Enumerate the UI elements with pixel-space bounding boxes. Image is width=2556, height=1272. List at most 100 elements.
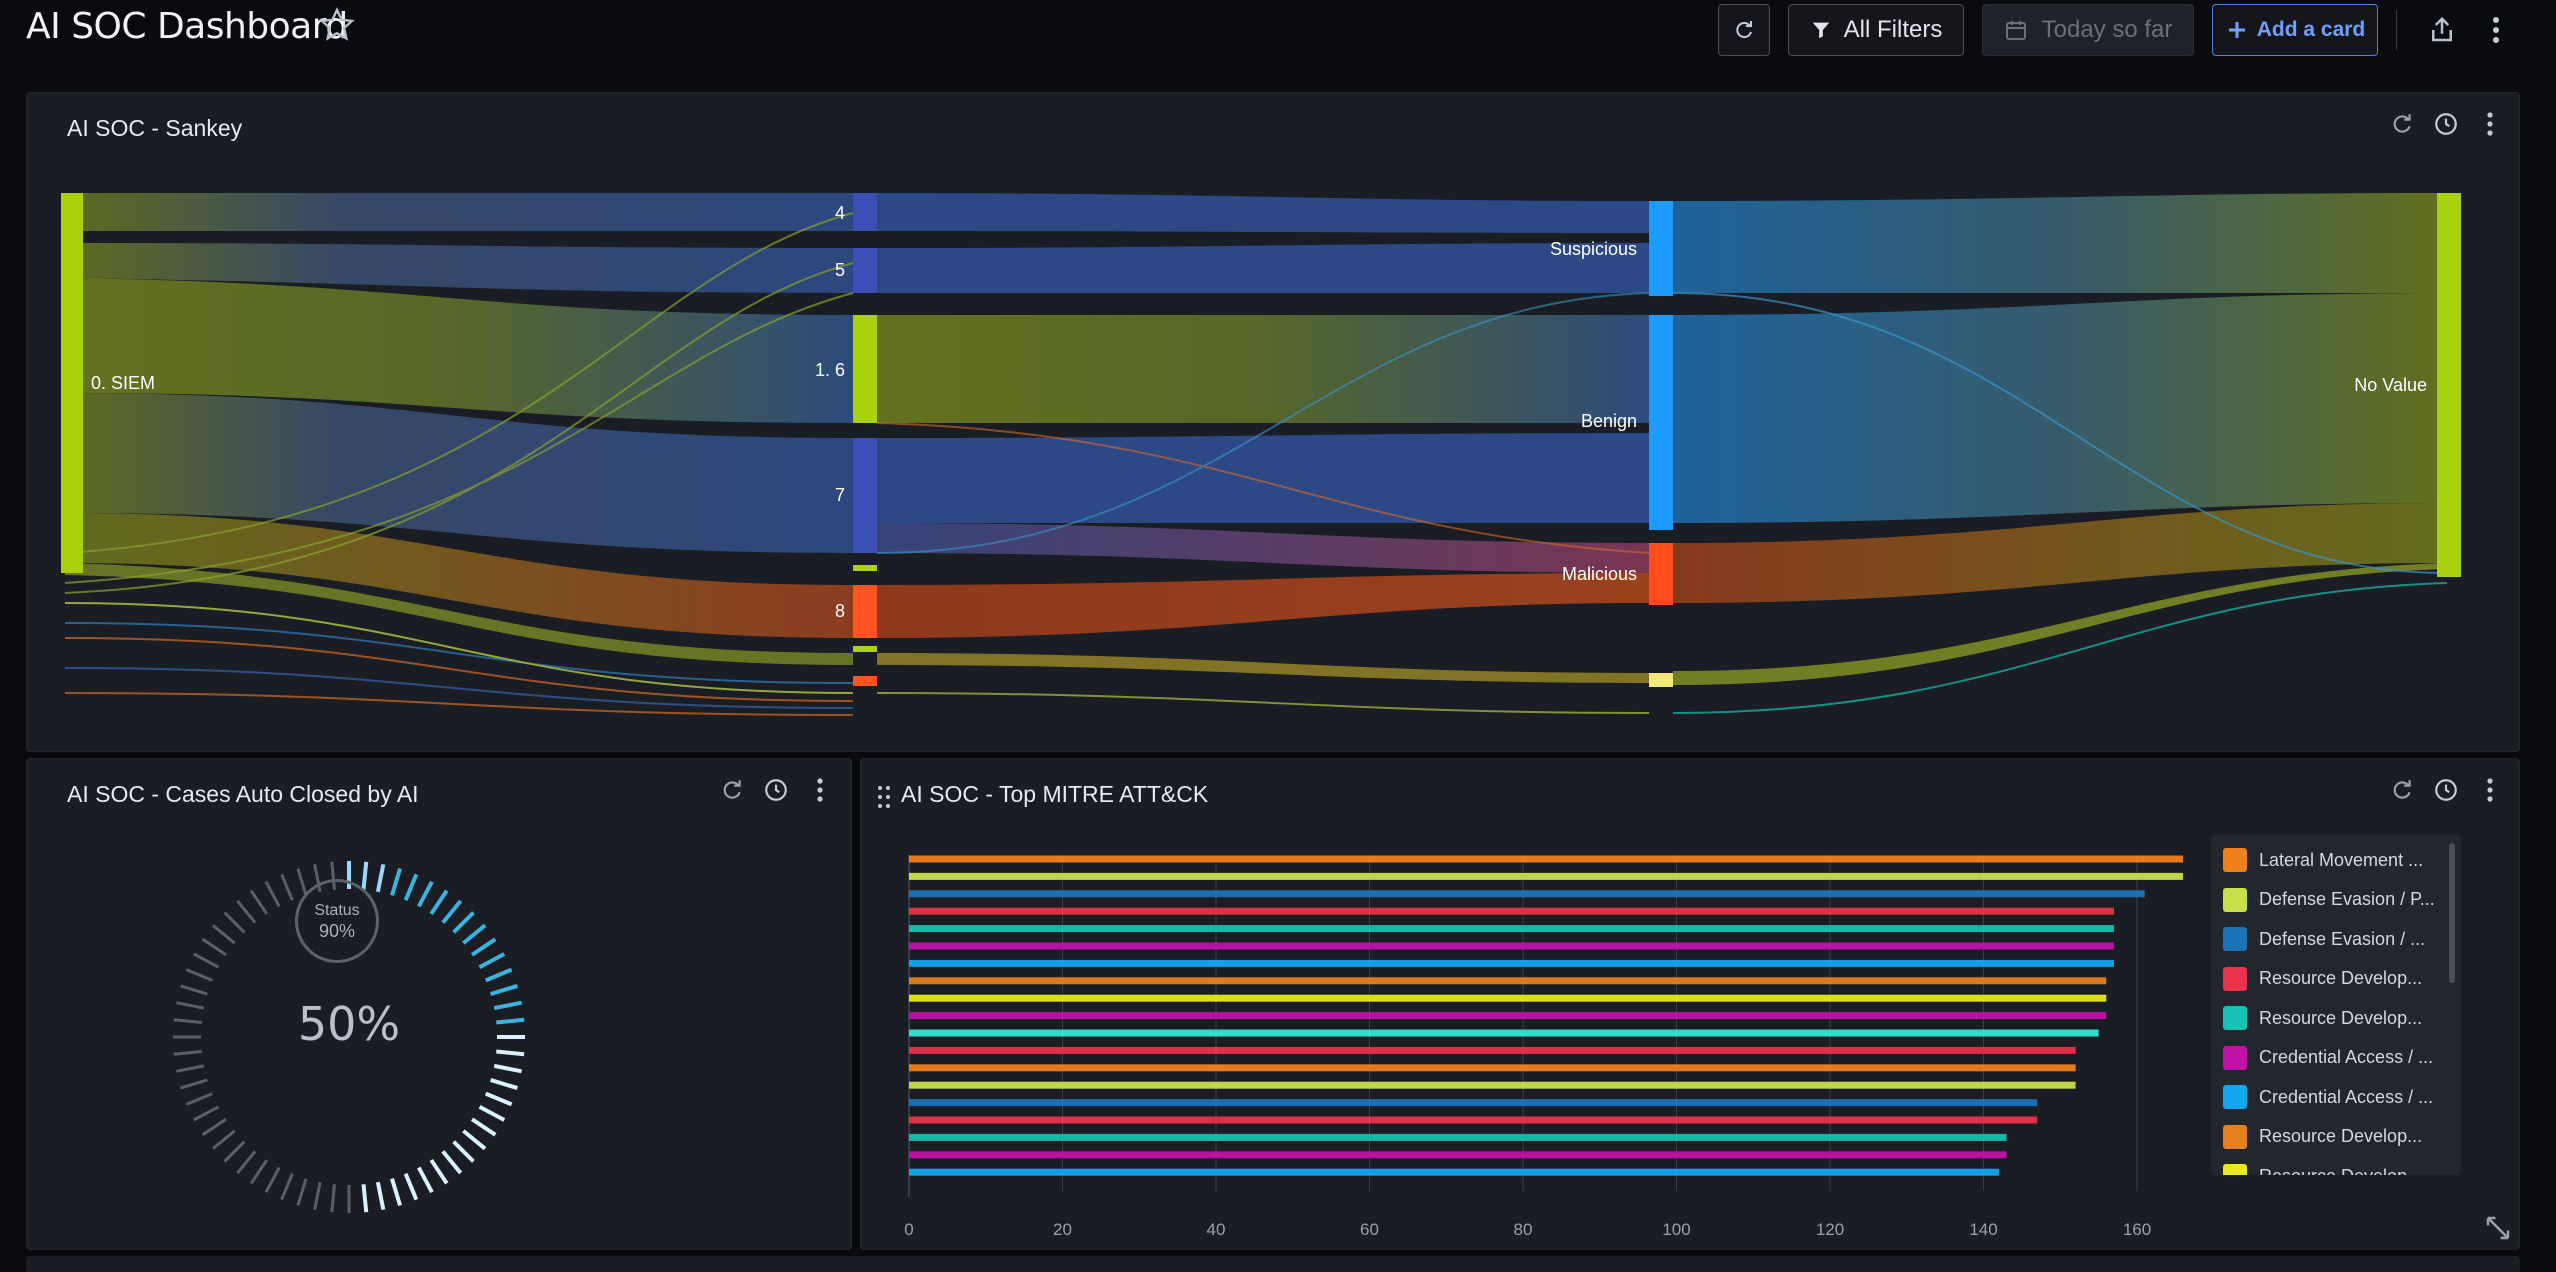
all-filters-button[interactable]: All Filters [1788, 4, 1964, 56]
gauge-tick [484, 1091, 513, 1107]
sankey-thin-links-3 [1672, 292, 2448, 714]
card-history-button[interactable] [2431, 775, 2461, 805]
kebab-menu-icon [2487, 778, 2493, 802]
mitre-bar[interactable] [909, 1046, 2076, 1054]
gauge-tick [176, 1064, 205, 1073]
gauge-tick [403, 873, 419, 902]
gauge-tick [490, 1078, 519, 1091]
sankey-node-16[interactable] [853, 315, 877, 423]
mitre-bar[interactable] [909, 1012, 2107, 1020]
kebab-menu-icon [2493, 17, 2499, 43]
gauge-tick [313, 1181, 322, 1210]
gauge-tick [470, 937, 497, 957]
refresh-button[interactable] [1718, 4, 1770, 56]
gauge-tick [496, 1049, 525, 1057]
node-label-4: 4 [835, 203, 845, 223]
gauge-tick [173, 1018, 202, 1024]
card-history-button[interactable] [761, 775, 791, 805]
mitre-bar[interactable] [909, 1064, 2076, 1072]
card-more-button[interactable] [2475, 775, 2505, 805]
card-more-button[interactable] [805, 775, 835, 805]
card-refresh-button[interactable] [717, 775, 747, 805]
gauge-tick [223, 1140, 246, 1163]
gauge-tick [493, 1063, 523, 1074]
gauge-tick [201, 937, 227, 957]
dashboard-title: AI SOC Dashboard [26, 6, 348, 47]
sankey-diagram: 0. SIEM 4 5 1. 6 7 8 Suspicious Benign M… [61, 193, 2461, 716]
share-button[interactable] [2420, 8, 2464, 52]
add-card-button[interactable]: Add a card [2212, 4, 2378, 56]
gauge-ticks [173, 861, 525, 1213]
mitre-bar[interactable] [909, 1116, 2038, 1124]
node-label-suspicious: Suspicious [1550, 239, 1637, 259]
favorite-star-icon[interactable] [318, 6, 356, 44]
x-tick-label: 100 [1662, 1220, 1690, 1239]
gauge-tick [264, 881, 281, 908]
sankey-node-5[interactable] [853, 248, 877, 293]
gauge-tick [375, 863, 386, 893]
legend-label: Defense Evasion / P... [2259, 889, 2435, 909]
mitre-bar[interactable] [909, 977, 2107, 985]
date-range-picker[interactable]: Today so far [1982, 4, 2194, 56]
all-filters-label: All Filters [1843, 16, 1943, 43]
gauge-tick [452, 1140, 475, 1163]
x-tick-label: 80 [1514, 1220, 1533, 1239]
legend-item[interactable]: Defense Evasion / P... [2223, 885, 2435, 915]
sankey-node-no-value[interactable] [2437, 193, 2461, 577]
card-refresh-button[interactable] [2387, 775, 2417, 805]
mitre-bar[interactable] [909, 1151, 2007, 1159]
resize-icon[interactable] [2483, 1213, 2513, 1243]
legend-item[interactable]: Defense Evasion / ... [2223, 924, 2425, 954]
sankey-node-yellow [1649, 673, 1673, 687]
more-options-button[interactable] [2474, 8, 2518, 52]
sankey-node-7[interactable] [853, 438, 877, 553]
mitre-bar[interactable] [909, 855, 2184, 863]
sankey-node-siem[interactable] [61, 193, 83, 573]
sankey-link-siem-misc [65, 563, 853, 665]
mitre-bar[interactable] [909, 994, 2107, 1002]
legend-item[interactable]: Resource Develop... [2223, 1003, 2422, 1033]
mitre-bar[interactable] [909, 907, 2114, 915]
mitre-bar[interactable] [909, 1029, 2099, 1037]
legend-item[interactable]: Credential Access / ... [2223, 1082, 2433, 1112]
sankey-card: AI SOC - Sankey [26, 92, 2520, 752]
mitre-bar[interactable] [909, 959, 2114, 967]
mitre-bar[interactable] [909, 1099, 2038, 1107]
sankey-link-misc-yellow [877, 653, 1649, 683]
legend-item[interactable]: Resource Develop... [2223, 964, 2422, 994]
sankey-link-16-benign [877, 315, 1649, 423]
gauge-tick [185, 1092, 213, 1106]
drag-handle-icon[interactable] [877, 785, 891, 809]
legend-item[interactable]: Resource Develop... [2223, 1122, 2422, 1152]
legend-item[interactable]: Credential Access / ... [2223, 1043, 2433, 1073]
legend-swatch [2223, 1045, 2247, 1070]
gauge-tick [417, 880, 434, 908]
gauge-tick [330, 1184, 336, 1213]
sankey-node-4[interactable] [853, 193, 877, 231]
legend-label: Resource Develop... [2259, 968, 2423, 988]
card-history-button[interactable] [2431, 109, 2461, 139]
legend-item[interactable]: Lateral Movement ... [2223, 845, 2423, 875]
sankey-node-malicious[interactable] [1649, 543, 1673, 605]
legend-scrollbar[interactable] [2449, 843, 2455, 983]
gauge-tick [211, 924, 236, 945]
clock-icon [2435, 779, 2457, 801]
sankey-node-8[interactable] [853, 585, 877, 638]
mitre-bar[interactable] [909, 890, 2145, 898]
node-label-siem: 0. SIEM [91, 373, 155, 393]
mitre-bar[interactable] [909, 942, 2114, 950]
mitre-bar[interactable] [909, 1133, 2007, 1141]
sankey-node-benign[interactable] [1649, 315, 1673, 530]
legend-item[interactable]: Resource Develop... [2223, 1161, 2422, 1175]
gauge-tick [484, 967, 513, 983]
gauge-tick [441, 899, 463, 924]
mitre-bar[interactable] [909, 1168, 1999, 1176]
card-refresh-button[interactable] [2387, 109, 2417, 139]
mitre-bar[interactable] [909, 1081, 2076, 1089]
filter-icon [1812, 22, 1829, 39]
sankey-node-suspicious[interactable] [1649, 201, 1673, 296]
mitre-bar[interactable] [909, 925, 2114, 933]
mitre-bar[interactable] [909, 872, 2184, 880]
x-tick-label: 40 [1207, 1220, 1226, 1239]
card-more-button[interactable] [2475, 109, 2505, 139]
